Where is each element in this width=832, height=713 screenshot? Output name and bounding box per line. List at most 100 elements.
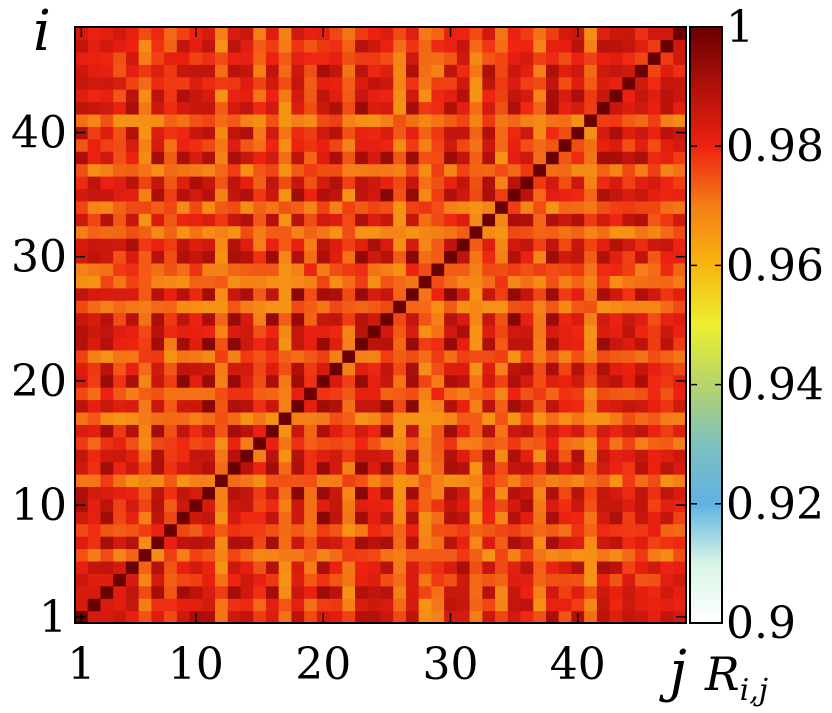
heatmap-cell bbox=[227, 113, 242, 127]
heatmap-cell bbox=[584, 238, 598, 252]
heatmap-cell bbox=[87, 300, 102, 314]
heatmap-cell bbox=[507, 374, 522, 388]
heatmap-cell bbox=[495, 312, 509, 326]
heatmap-cell bbox=[495, 275, 509, 289]
heatmap-cell bbox=[304, 585, 318, 599]
heatmap-cell bbox=[558, 113, 573, 127]
heatmap-cell bbox=[635, 399, 649, 413]
heatmap-cell bbox=[215, 126, 229, 140]
heatmap-cell bbox=[75, 51, 89, 65]
heatmap-cell bbox=[202, 27, 216, 41]
heatmap-cell bbox=[329, 411, 343, 425]
heatmap-cell bbox=[316, 101, 331, 115]
heatmap-cell bbox=[647, 449, 662, 463]
heatmap-cell bbox=[533, 76, 547, 90]
heatmap-cell bbox=[227, 486, 242, 500]
heatmap-cell bbox=[635, 337, 649, 351]
heatmap-cell bbox=[596, 474, 611, 488]
heatmap-cell bbox=[176, 436, 191, 450]
heatmap-cell bbox=[456, 176, 471, 190]
heatmap-cell bbox=[100, 337, 114, 351]
heatmap-cell bbox=[202, 585, 216, 599]
heatmap-cell bbox=[673, 312, 687, 326]
heatmap-cell bbox=[316, 275, 331, 289]
heatmap-cell bbox=[584, 262, 598, 276]
heatmap-cell bbox=[189, 151, 203, 165]
heatmap-cell bbox=[418, 101, 433, 115]
heatmap-cell bbox=[329, 548, 343, 562]
heatmap-cell bbox=[545, 287, 560, 301]
heatmap-cell bbox=[405, 300, 420, 314]
heatmap-cell bbox=[227, 498, 242, 512]
heatmap-cell bbox=[393, 250, 407, 264]
heatmap-cell bbox=[355, 51, 369, 65]
heatmap-cell bbox=[240, 560, 254, 574]
heatmap-cell bbox=[202, 213, 216, 227]
heatmap-cell bbox=[304, 200, 318, 214]
heatmap-cell bbox=[647, 51, 662, 65]
heatmap-cell bbox=[291, 498, 305, 512]
heatmap-cell bbox=[202, 113, 216, 127]
heatmap-cell bbox=[507, 89, 522, 103]
heatmap-cell bbox=[571, 312, 585, 326]
heatmap-cell bbox=[393, 200, 407, 214]
heatmap-cell bbox=[558, 163, 573, 177]
heatmap-cell bbox=[329, 349, 343, 363]
heatmap-cell bbox=[291, 523, 305, 537]
heatmap-cell bbox=[291, 399, 305, 413]
heatmap-cell bbox=[635, 436, 649, 450]
heatmap-cell bbox=[164, 461, 178, 475]
heatmap-cell bbox=[253, 64, 267, 78]
heatmap-cell bbox=[456, 138, 471, 152]
heatmap-cell bbox=[75, 474, 89, 488]
heatmap-cell bbox=[304, 610, 318, 624]
heatmap-cell bbox=[673, 225, 687, 239]
heatmap-cell bbox=[329, 27, 343, 41]
heatmap-cell bbox=[482, 213, 496, 227]
heatmap-cell bbox=[533, 27, 547, 41]
heatmap-cell bbox=[520, 27, 534, 41]
heatmap-cell bbox=[138, 138, 152, 152]
heatmap-cell bbox=[215, 585, 229, 599]
heatmap-cell bbox=[456, 163, 471, 177]
heatmap-cell bbox=[291, 374, 305, 388]
heatmap-cell bbox=[265, 76, 280, 90]
heatmap-cell bbox=[533, 163, 547, 177]
heatmap-cell bbox=[253, 275, 267, 289]
heatmap-cell bbox=[596, 101, 611, 115]
heatmap-cell bbox=[342, 461, 356, 475]
heatmap-cell bbox=[329, 126, 343, 140]
heatmap-cell bbox=[520, 610, 534, 624]
heatmap-cell bbox=[113, 151, 127, 165]
heatmap-cell bbox=[176, 598, 191, 612]
heatmap-cell bbox=[342, 536, 356, 550]
heatmap-cell bbox=[533, 51, 547, 65]
heatmap-cell bbox=[342, 126, 356, 140]
heatmap-cell bbox=[584, 598, 598, 612]
heatmap-cell bbox=[431, 113, 445, 127]
heatmap-cell bbox=[316, 399, 331, 413]
heatmap-cell bbox=[418, 213, 433, 227]
heatmap-cell bbox=[164, 449, 178, 463]
heatmap-cell bbox=[215, 250, 229, 264]
heatmap-cell bbox=[265, 560, 280, 574]
heatmap-cell bbox=[138, 163, 152, 177]
heatmap-cell bbox=[571, 138, 585, 152]
heatmap-cell bbox=[164, 176, 178, 190]
heatmap-cell bbox=[507, 163, 522, 177]
heatmap-cell bbox=[456, 548, 471, 562]
heatmap-cell bbox=[113, 523, 127, 537]
heatmap-cell bbox=[647, 523, 662, 537]
heatmap-cell bbox=[278, 76, 292, 90]
heatmap-cell bbox=[87, 238, 102, 252]
heatmap-cell bbox=[533, 325, 547, 339]
heatmap-cell bbox=[596, 511, 611, 525]
heatmap-cell bbox=[355, 138, 369, 152]
heatmap-cell bbox=[431, 76, 445, 90]
heatmap-cell bbox=[100, 387, 114, 401]
heatmap-cell bbox=[520, 163, 534, 177]
heatmap-cell bbox=[482, 89, 496, 103]
heatmap-cell bbox=[291, 64, 305, 78]
heatmap-cell bbox=[355, 113, 369, 127]
heatmap-cell bbox=[367, 138, 382, 152]
